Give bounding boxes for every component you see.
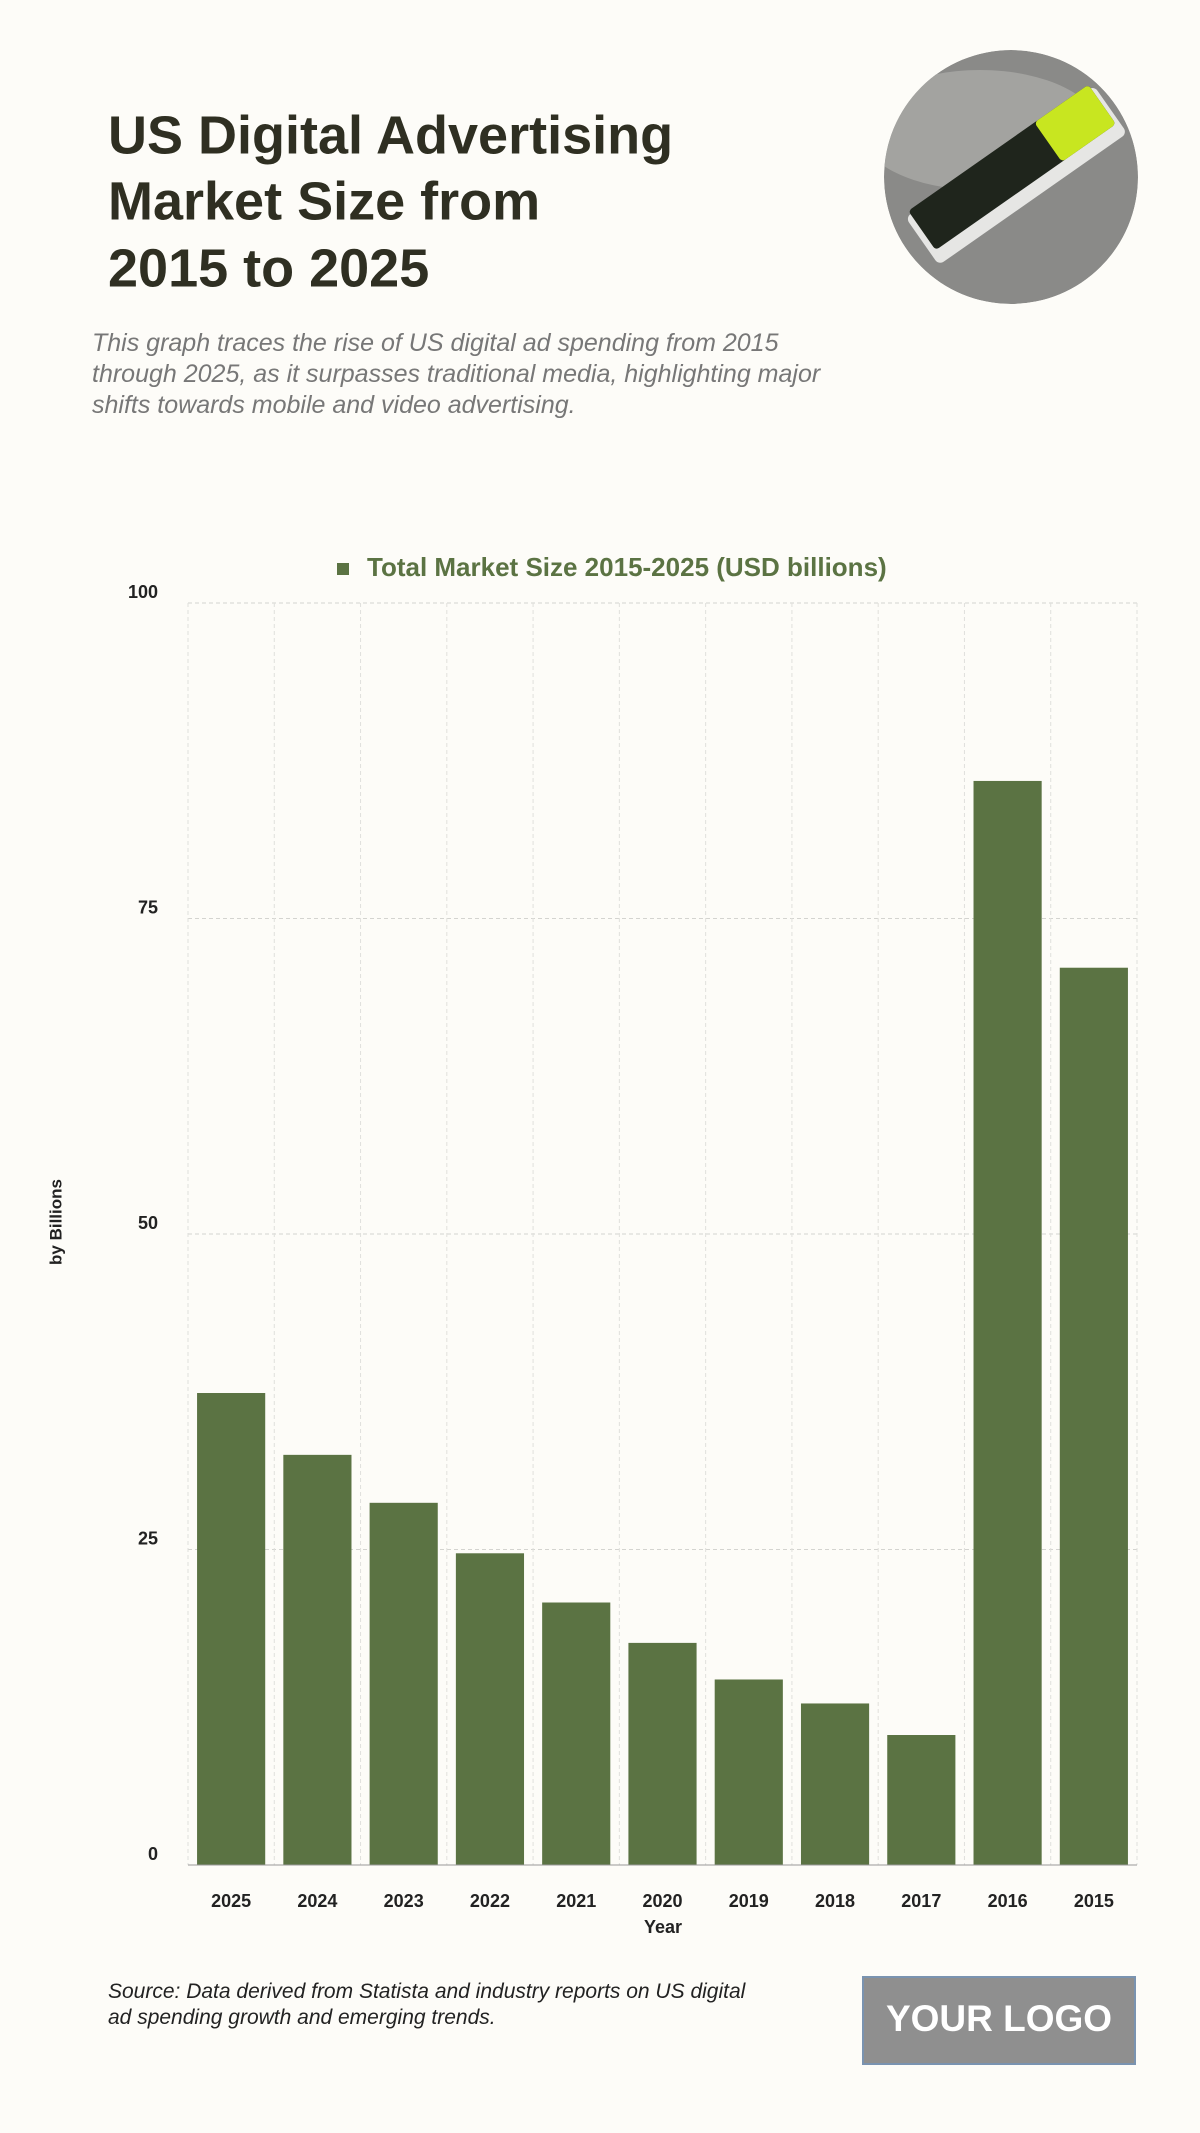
x-tick-label: 2021	[556, 1891, 596, 1911]
y-axis-label: by Billions	[46, 1179, 65, 1265]
bar	[369, 1502, 438, 1865]
legend-label: Total Market Size 2015-2025 (USD billion…	[367, 552, 887, 582]
y-tick-label: 100	[128, 582, 158, 602]
logo-text: YOUR LOGO	[886, 1998, 1112, 2039]
bar	[973, 780, 1042, 1865]
bar	[714, 1679, 783, 1865]
y-tick-label: 50	[138, 1213, 158, 1233]
bar	[887, 1735, 956, 1865]
legend-swatch	[337, 563, 349, 575]
x-tick-label: 2018	[815, 1891, 855, 1911]
x-tick-label: 2020	[642, 1891, 682, 1911]
x-tick-label: 2025	[211, 1891, 251, 1911]
y-tick-label: 25	[138, 1528, 158, 1548]
x-tick-label: 2016	[988, 1891, 1028, 1911]
x-tick-label: 2015	[1074, 1891, 1114, 1911]
logo-box	[862, 1976, 1136, 2065]
bar	[800, 1703, 870, 1865]
bar	[542, 1602, 611, 1865]
bar	[283, 1454, 352, 1865]
title-line: US Digital Advertising	[108, 105, 673, 165]
x-tick-label: 2019	[729, 1891, 769, 1911]
y-tick-label: 75	[138, 897, 158, 917]
x-tick-label: 2022	[470, 1891, 510, 1911]
bar	[1059, 967, 1128, 1865]
title-line: Market Size from	[108, 171, 540, 231]
x-tick-label: 2024	[297, 1891, 337, 1911]
x-tick-label: 2017	[901, 1891, 941, 1911]
source: Source: Data derived from Statista and i…	[108, 1980, 746, 2029]
title-line: 2015 to 2025	[108, 238, 429, 298]
y-tick-label: 0	[148, 1844, 158, 1864]
bar	[455, 1553, 525, 1865]
subtitle: This graph traces the rise of US digital…	[92, 329, 821, 419]
x-tick-label: 2023	[384, 1891, 424, 1911]
x-axis-label: Year	[644, 1917, 682, 1937]
bar	[197, 1393, 266, 1865]
header-image	[884, 50, 1138, 304]
bar	[628, 1642, 697, 1865]
